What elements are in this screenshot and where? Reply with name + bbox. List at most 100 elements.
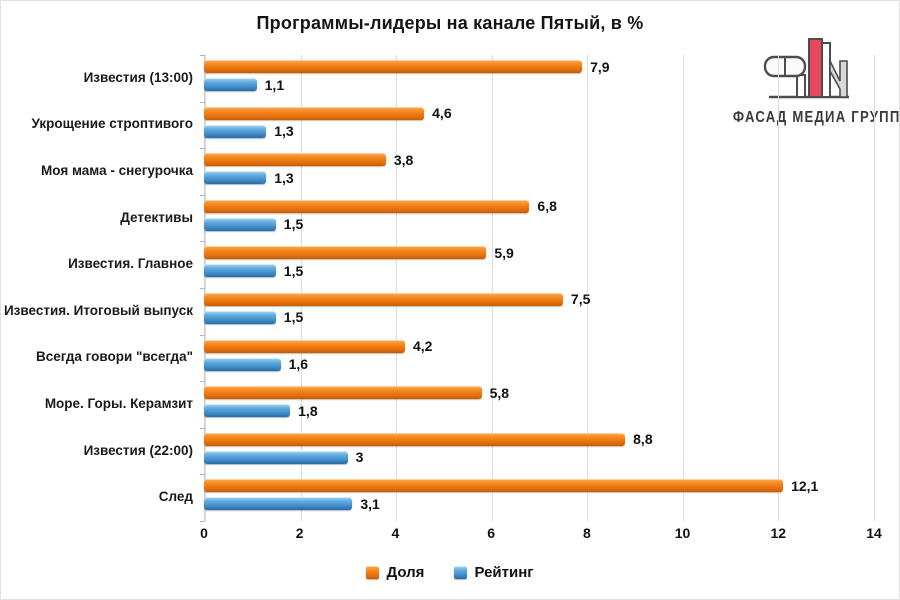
bar-line: 1,1 xyxy=(204,76,874,93)
value-label: 1,5 xyxy=(283,262,304,279)
bar-line: 4,2 xyxy=(204,338,874,354)
chart-row: Укрощение строптивого 4,6 1,3 xyxy=(1,102,899,149)
gridline xyxy=(682,55,684,521)
value-label: 1,3 xyxy=(274,169,294,186)
bars-cell: 6,8 1,5 xyxy=(204,195,874,242)
bar-dolya xyxy=(204,60,583,73)
bars-cell: 5,9 1,5 xyxy=(204,241,874,288)
category-label: Укрощение строптивого xyxy=(31,116,193,132)
value-label: 8,8 xyxy=(633,431,653,448)
bar-line: 7,9 xyxy=(204,58,874,75)
bar-line: 12,1 xyxy=(204,477,874,494)
bar-line: 6,8 xyxy=(204,198,874,214)
y-axis-tick xyxy=(200,521,205,522)
value-label: 4,6 xyxy=(432,105,452,122)
category-label: Всегда говори "всегда" xyxy=(35,349,193,365)
bar-line: 3 xyxy=(204,449,874,465)
bar-dolya xyxy=(204,386,482,400)
bars-cell: 4,6 1,3 xyxy=(204,102,874,149)
value-label: 1,8 xyxy=(298,402,318,419)
x-tick-label: 12 xyxy=(770,525,787,541)
bar-line: 8,8 xyxy=(204,431,874,448)
category-label: След xyxy=(158,489,193,505)
x-tick-label: 4 xyxy=(391,525,400,541)
bar-dolya xyxy=(204,479,784,493)
bar-dolya xyxy=(204,153,386,167)
legend-item: Рейтинг xyxy=(454,564,534,581)
bars-cell: 7,9 1,1 xyxy=(204,55,874,102)
gridline xyxy=(874,55,875,521)
plot-area xyxy=(200,55,875,522)
value-label: 1,5 xyxy=(283,309,304,326)
chart-row: Море. Горы. Керамзит 5,8 1,8 xyxy=(1,381,899,428)
y-axis-tick xyxy=(200,474,205,476)
category-label: Море. Горы. Керамзит xyxy=(44,396,193,412)
chart-row: Известия (13:00) 7,9 1,1 xyxy=(1,55,899,102)
value-label: 3,8 xyxy=(393,151,414,168)
y-axis-tick xyxy=(200,288,205,289)
bar-line: 1,5 xyxy=(204,216,874,233)
x-tick-label: 14 xyxy=(866,525,882,541)
bar-rating xyxy=(204,357,281,371)
y-axis-tick xyxy=(200,55,205,56)
value-label: 3,1 xyxy=(360,495,380,512)
logo-text: ФАСАД МЕДИА ГРУПП xyxy=(732,109,900,126)
category-label: Известия (22:00) xyxy=(83,442,193,458)
y-axis-tick xyxy=(200,427,205,429)
value-label: 1,1 xyxy=(264,76,285,93)
bar-dolya xyxy=(204,339,405,353)
y-axis-tick xyxy=(200,334,205,336)
chart-row: Известия. Главное 5,9 1,5 xyxy=(1,241,899,288)
legend-label: Доля xyxy=(386,564,425,581)
category-label: Известия. Главное xyxy=(68,256,193,272)
y-axis-tick xyxy=(200,148,205,150)
bar-line: 1,6 xyxy=(204,356,874,373)
chart-row: След 12,1 3,1 xyxy=(1,474,899,521)
category-label: Детективы xyxy=(120,209,193,225)
legend-item: Доля xyxy=(366,564,424,581)
bar-line: 1,3 xyxy=(204,169,874,186)
bars-cell: 3,8 1,3 xyxy=(204,148,874,195)
bar-dolya xyxy=(204,106,425,120)
value-label: 1,5 xyxy=(283,216,304,233)
x-tick-label: 6 xyxy=(487,525,496,541)
bar-rating xyxy=(204,497,353,511)
value-label: 1,3 xyxy=(274,123,294,140)
y-axis-tick xyxy=(200,241,205,243)
bar-rating xyxy=(204,310,276,324)
bar-dolya xyxy=(204,199,530,213)
bars-cell: 12,1 3,1 xyxy=(204,474,874,521)
category-label: Известия. Итоговый выпуск xyxy=(3,302,193,318)
bars-cell: 4,2 1,6 xyxy=(204,335,874,382)
bar-rating xyxy=(204,450,348,464)
gridline xyxy=(491,55,493,521)
logo-icon xyxy=(763,38,849,99)
bar-line: 5,9 xyxy=(204,245,874,261)
value-label: 7,9 xyxy=(590,58,610,75)
gridline xyxy=(300,55,302,521)
bar-dolya xyxy=(204,432,626,446)
chart-row: Известия (22:00) 8,8 3 xyxy=(1,428,899,475)
legend-swatch xyxy=(366,566,380,579)
bar-rating xyxy=(204,217,276,231)
bar-line: 3,1 xyxy=(204,495,874,512)
value-label: 12,1 xyxy=(791,477,819,494)
value-label: 1,6 xyxy=(288,356,309,373)
bars-cell: 7,5 1,5 xyxy=(204,288,874,335)
chart-row: Известия. Итоговый выпуск 7,5 1,5 xyxy=(1,288,899,335)
bar-line: 5,8 xyxy=(204,384,874,401)
chart-title: Программы-лидеры на канале Пятый, в % xyxy=(256,13,644,33)
bars-cell: 8,8 3 xyxy=(204,428,874,475)
bar-line: 1,8 xyxy=(204,402,874,419)
bar-chart: Известия (13:00) 7,9 1,1 Укрощение строптив… xyxy=(1,55,899,522)
value-label: 5,8 xyxy=(489,384,510,401)
bar-line: 4,6 xyxy=(204,105,874,122)
category-label: Известия (13:00) xyxy=(83,69,193,85)
legend: Доля Рейтинг xyxy=(1,564,899,581)
bars-cell: 5,8 1,8 xyxy=(204,381,874,428)
x-tick-label: 10 xyxy=(674,525,691,541)
x-axis: 0 2 4 6 8 10 12 14 xyxy=(200,525,882,545)
y-axis-tick xyxy=(200,101,205,103)
value-label: 7,5 xyxy=(570,291,591,308)
